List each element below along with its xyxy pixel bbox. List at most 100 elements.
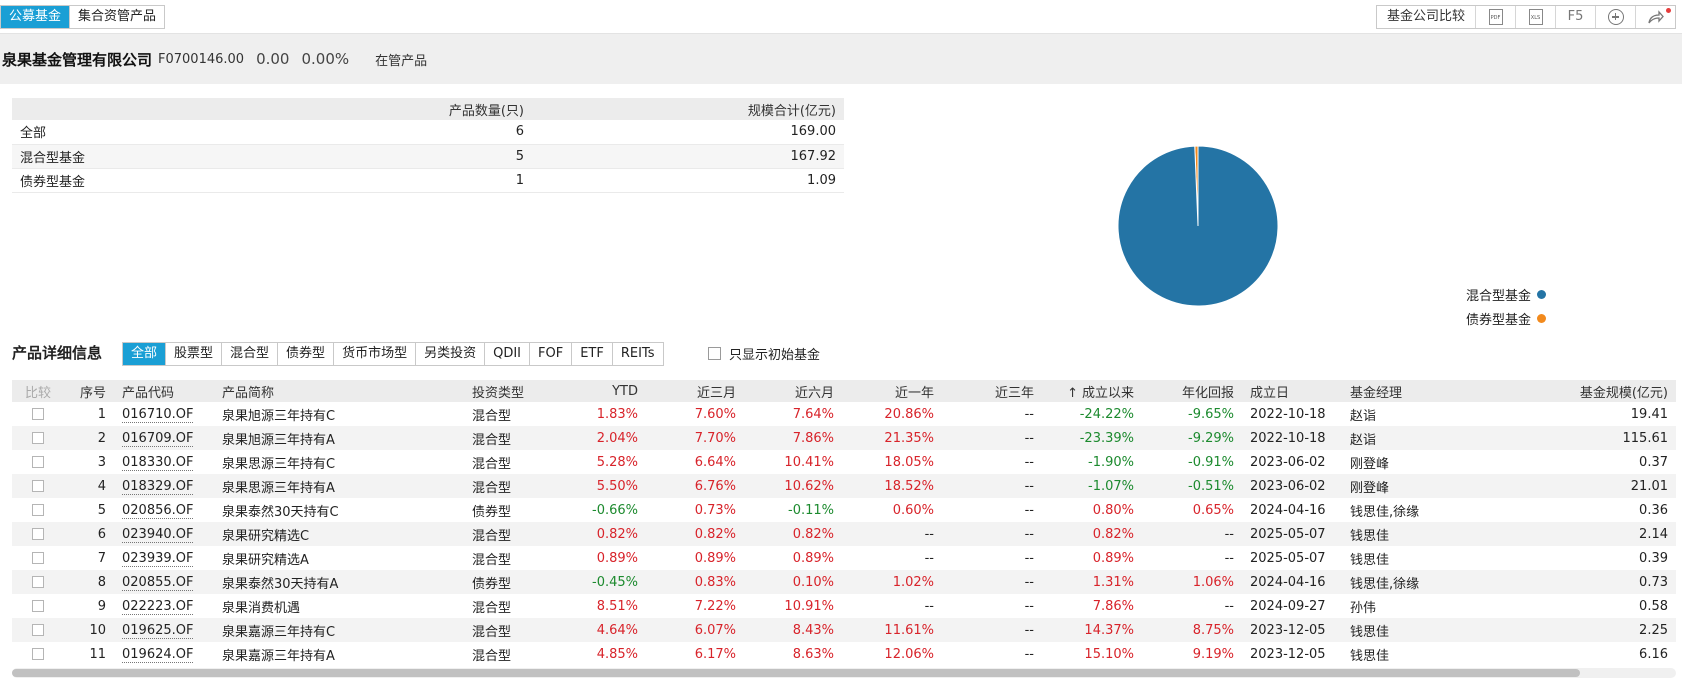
cell-code[interactable]: 020856.OF [114, 498, 214, 522]
filter-2[interactable]: 混合型 [221, 343, 278, 365]
col-6m[interactable]: 近六月 [744, 380, 842, 402]
table-row[interactable]: 8 020855.OF 泉果泰然30天持有A 债券型 -0.45% 0.83% 0.10% 1… [12, 570, 1676, 594]
legend-item-bond[interactable]: 债券型基金 [1466, 306, 1547, 330]
row-compare-checkbox[interactable] [32, 432, 44, 444]
cell-code[interactable]: 020855.OF [114, 570, 214, 594]
col-manager[interactable]: 基金经理 [1342, 380, 1462, 402]
cell-code-value[interactable]: 020856.OF [122, 502, 194, 519]
table-row[interactable]: 11 019624.OF 泉果嘉源三年持有A 混合型 4.85% 6.17% 8.63% 12… [12, 642, 1676, 666]
initial-only-checkbox[interactable] [708, 347, 721, 360]
tab-collective-asset-mgmt[interactable]: 集合资管产品 [69, 6, 165, 28]
company-compare-button[interactable]: 基金公司比较 [1386, 9, 1465, 24]
cell-name[interactable]: 泉果旭源三年持有C [214, 402, 464, 426]
col-compare[interactable]: 比较 [12, 380, 64, 402]
row-compare-checkbox[interactable] [32, 528, 44, 540]
row-compare-checkbox[interactable] [32, 480, 44, 492]
scrollbar-thumb[interactable] [12, 669, 1580, 677]
col-code[interactable]: 产品代码 [114, 380, 214, 402]
cell-name[interactable]: 泉果消费机遇 [214, 594, 464, 618]
cell-y1: 18.05% [842, 450, 942, 474]
col-3m[interactable]: 近三月 [646, 380, 744, 402]
cell-name[interactable]: 泉果思源三年持有C [214, 450, 464, 474]
cell-code[interactable]: 016709.OF [114, 426, 214, 450]
row-compare-checkbox[interactable] [32, 624, 44, 636]
refresh-button[interactable]: F5 [1555, 6, 1595, 28]
cell-code-value[interactable]: 018330.OF [122, 454, 194, 471]
initial-only-toggle[interactable]: 只显示初始基金 [708, 344, 820, 363]
cell-code-value[interactable]: 020855.OF [122, 574, 194, 591]
cell-code[interactable]: 018330.OF [114, 450, 214, 474]
table-row[interactable]: 9 022223.OF 泉果消费机遇 混合型 8.51% 7.22% 10.91% -- -- 7… [12, 594, 1676, 618]
table-row[interactable]: 6 023940.OF 泉果研究精选C 混合型 0.82% 0.82% 0.82% -- -- 0… [12, 522, 1676, 546]
row-compare-checkbox[interactable] [32, 456, 44, 468]
cell-name[interactable]: 泉果研究精选C [214, 522, 464, 546]
table-row[interactable]: 2 016709.OF 泉果旭源三年持有A 混合型 2.04% 7.70% 7.86% 21.… [12, 426, 1676, 450]
cell-code[interactable]: 016710.OF [114, 402, 214, 426]
horizontal-scrollbar[interactable] [12, 668, 1676, 678]
export-xls-button[interactable]: XLS [1515, 6, 1555, 28]
cell-code[interactable]: 023940.OF [114, 522, 214, 546]
cell-name[interactable]: 泉果嘉源三年持有C [214, 618, 464, 642]
col-1y[interactable]: 近一年 [842, 380, 942, 402]
row-compare-checkbox[interactable] [32, 408, 44, 420]
row-compare-checkbox[interactable] [32, 648, 44, 660]
cell-name[interactable]: 泉果思源三年持有A [214, 474, 464, 498]
col-index[interactable]: 序号 [64, 380, 114, 402]
table-row[interactable]: 3 018330.OF 泉果思源三年持有C 混合型 5.28% 6.64% 10.41% 18… [12, 450, 1676, 474]
filter-3[interactable]: 债券型 [277, 343, 334, 365]
filter-7[interactable]: FOF [529, 343, 572, 365]
cell-code[interactable]: 022223.OF [114, 594, 214, 618]
cell-name[interactable]: 泉果嘉源三年持有A [214, 642, 464, 666]
cell-name[interactable]: 泉果泰然30天持有C [214, 498, 464, 522]
cell-code-value[interactable]: 016709.OF [122, 430, 194, 447]
legend-item-mixed[interactable]: 混合型基金 [1466, 282, 1547, 306]
col-annualized[interactable]: 年化回报 [1142, 380, 1242, 402]
col-type[interactable]: 投资类型 [464, 380, 562, 402]
col-since-inception[interactable]: ↑ 成立以来 [1042, 380, 1142, 402]
table-row[interactable]: 4 018329.OF 泉果思源三年持有A 混合型 5.50% 6.76% 10.62% 18… [12, 474, 1676, 498]
cell-code[interactable]: 019624.OF [114, 642, 214, 666]
cell-code-value[interactable]: 022223.OF [122, 598, 194, 615]
cell-name[interactable]: 泉果研究精选A [214, 546, 464, 570]
table-row[interactable]: 7 023939.OF 泉果研究精选A 混合型 0.89% 0.89% 0.89% -- -- 0… [12, 546, 1676, 570]
cell-ytd: 2.04% [562, 426, 646, 450]
col-ytd[interactable]: YTD [562, 380, 646, 402]
table-row[interactable]: 5 020856.OF 泉果泰然30天持有C 债券型 -0.66% 0.73% -0.11%… [12, 498, 1676, 522]
cell-code[interactable]: 018329.OF [114, 474, 214, 498]
export-pdf-button[interactable]: PDF [1475, 6, 1515, 28]
col-inception-date[interactable]: 成立日 [1242, 380, 1342, 402]
cell-name[interactable]: 泉果泰然30天持有A [214, 570, 464, 594]
tab-public-fund[interactable]: 公募基金 [1, 6, 70, 28]
cell-code-value[interactable]: 019624.OF [122, 646, 194, 663]
cell-name[interactable]: 泉果旭源三年持有A [214, 426, 464, 450]
table-row[interactable]: 1 016710.OF 泉果旭源三年持有C 混合型 1.83% 7.60% 7.64% 20.… [12, 402, 1676, 426]
cell-code-value[interactable]: 018329.OF [122, 478, 194, 495]
row-compare-checkbox[interactable] [32, 504, 44, 516]
share-button[interactable] [1635, 6, 1675, 28]
filter-9[interactable]: REITs [611, 343, 663, 365]
cell-code[interactable]: 019625.OF [114, 618, 214, 642]
cell-code-value[interactable]: 023940.OF [122, 526, 194, 543]
cell-code-value[interactable]: 016710.OF [122, 406, 194, 423]
cell-mgr: 刚登峰 [1342, 474, 1462, 498]
col-name[interactable]: 产品简称 [214, 380, 464, 402]
filter-8[interactable]: ETF [571, 343, 612, 365]
cell-code[interactable]: 023939.OF [114, 546, 214, 570]
row-compare-checkbox[interactable] [32, 600, 44, 612]
filter-5[interactable]: 另类投资 [415, 343, 485, 365]
cell-type: 混合型 [464, 594, 562, 618]
cell-y3: -- [942, 594, 1042, 618]
cell-code-value[interactable]: 019625.OF [122, 622, 194, 639]
pie-slice-0[interactable] [1117, 145, 1279, 307]
cell-code-value[interactable]: 023939.OF [122, 550, 194, 567]
col-3y[interactable]: 近三年 [942, 380, 1042, 402]
row-compare-checkbox[interactable] [32, 576, 44, 588]
filter-0[interactable]: 全部 [123, 343, 166, 365]
row-compare-checkbox[interactable] [32, 552, 44, 564]
filter-4[interactable]: 货币市场型 [333, 343, 416, 365]
add-button[interactable] [1595, 6, 1635, 28]
table-row[interactable]: 10 019625.OF 泉果嘉源三年持有C 混合型 4.64% 6.07% 8.43% 11… [12, 618, 1676, 642]
filter-6[interactable]: QDII [484, 343, 530, 365]
col-fund-size[interactable]: 基金规模(亿元) [1462, 380, 1676, 402]
filter-1[interactable]: 股票型 [165, 343, 222, 365]
